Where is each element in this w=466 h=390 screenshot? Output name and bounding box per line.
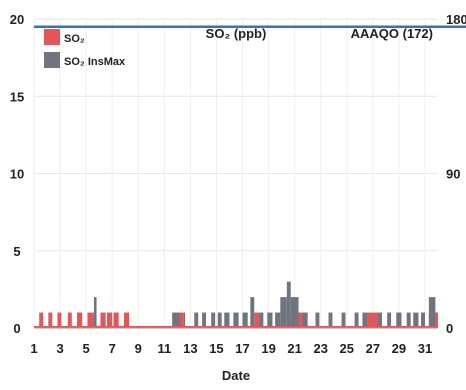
- bar-so2-insmax: [290, 297, 299, 328]
- bar-so2-insmax: [315, 312, 320, 328]
- x-axis-ticks: 1 3 5 7 9 11 13 15 17 19 21 23 25 27 29 31: [30, 341, 432, 356]
- bar-so2-insmax: [183, 312, 186, 328]
- y-left-tick-label: 15: [10, 89, 24, 104]
- bar-so2-insmax: [217, 312, 222, 328]
- bar-so2-insmax: [354, 312, 359, 328]
- bar-so2-insmax: [362, 312, 368, 328]
- y-left-tick-label: 5: [13, 244, 20, 259]
- bar-so2-insmax: [242, 312, 248, 328]
- legend-label-so2-insmax: SO₂ InsMax: [64, 56, 126, 68]
- bar-so2-insmax: [406, 312, 411, 328]
- x-tick-label: 9: [135, 341, 142, 356]
- bar-so2: [57, 312, 62, 328]
- bar-so2: [106, 312, 113, 328]
- bar-so2: [87, 312, 94, 328]
- bar-so2-insmax: [396, 312, 402, 328]
- x-tick-label: 3: [56, 341, 63, 356]
- chart-subtitle: AAAQO (172): [351, 26, 433, 41]
- x-tick-label: 5: [83, 341, 90, 356]
- bar-so2-insmax: [378, 312, 382, 328]
- x-tick-label: 11: [157, 341, 171, 356]
- data-bars: [34, 281, 438, 328]
- bar-so2-insmax: [93, 297, 97, 328]
- bar-so2: [67, 312, 72, 328]
- bar-so2-insmax: [202, 312, 207, 328]
- x-tick-label: 17: [235, 341, 249, 356]
- bar-so2-insmax: [328, 312, 333, 328]
- bar-so2-insmax: [194, 312, 199, 328]
- y-right-tick-label: 90: [446, 167, 460, 182]
- x-tick-label: 13: [183, 341, 197, 356]
- y-right-tick-label: 0: [446, 321, 453, 336]
- x-tick-label: 31: [418, 341, 432, 356]
- bar-so2-insmax: [413, 312, 419, 328]
- bar-so2: [77, 312, 83, 328]
- bar-so2: [254, 312, 260, 328]
- bar-so2: [123, 312, 130, 328]
- bar-so2-insmax: [250, 297, 255, 328]
- legend-label-so2: SO₂: [64, 33, 85, 45]
- legend-swatch-so2-insmax: [44, 52, 60, 68]
- y-axis-left-ticks: 0 5 10 15 20: [10, 12, 24, 336]
- x-tick-label: 25: [340, 341, 354, 356]
- x-tick-label: 23: [313, 341, 327, 356]
- bar-so2: [179, 312, 184, 328]
- legend: SO₂ SO₂ InsMax: [44, 29, 126, 68]
- bar-so2: [39, 312, 44, 328]
- y-right-tick-label: 180: [446, 12, 466, 27]
- bar-so2: [113, 312, 119, 328]
- bar-so2-insmax: [233, 312, 239, 328]
- bar-so2: [48, 312, 53, 328]
- bar-so2-insmax: [172, 312, 180, 328]
- bar-so2-insmax: [224, 312, 230, 328]
- y-left-tick-label: 0: [13, 321, 20, 336]
- grid: [33, 18, 438, 328]
- bar-so2-insmax: [428, 297, 436, 328]
- chart-title: SO₂ (ppb): [206, 26, 267, 41]
- bar-so2-insmax: [421, 312, 425, 328]
- x-tick-label: 19: [261, 341, 275, 356]
- x-axis-label: Date: [222, 368, 250, 383]
- bar-so2-insmax: [280, 297, 287, 328]
- x-tick-label: 29: [392, 341, 406, 356]
- y-left-tick-label: 20: [10, 12, 24, 27]
- bar-so2-insmax: [211, 312, 216, 328]
- x-tick-label: 15: [209, 341, 223, 356]
- bar-so2-insmax: [259, 312, 264, 328]
- bar-so2-insmax: [275, 312, 281, 328]
- bar-so2-insmax: [286, 281, 291, 328]
- bar-so2-insmax: [341, 312, 346, 328]
- bar-so2-insmax: [387, 312, 392, 328]
- y-left-tick-label: 10: [10, 167, 24, 182]
- bar-so2-insmax: [267, 312, 273, 328]
- x-tick-label: 21: [287, 341, 301, 356]
- x-tick-label: 27: [366, 341, 380, 356]
- bar-so2: [100, 312, 106, 328]
- y-axis-right-ticks: 0 90 180: [446, 12, 466, 336]
- bar-so2: [367, 312, 379, 328]
- bar-so2-insmax: [302, 312, 308, 328]
- legend-swatch-so2: [44, 29, 60, 45]
- x-tick-label: 1: [30, 341, 37, 356]
- x-tick-label: 7: [109, 341, 116, 356]
